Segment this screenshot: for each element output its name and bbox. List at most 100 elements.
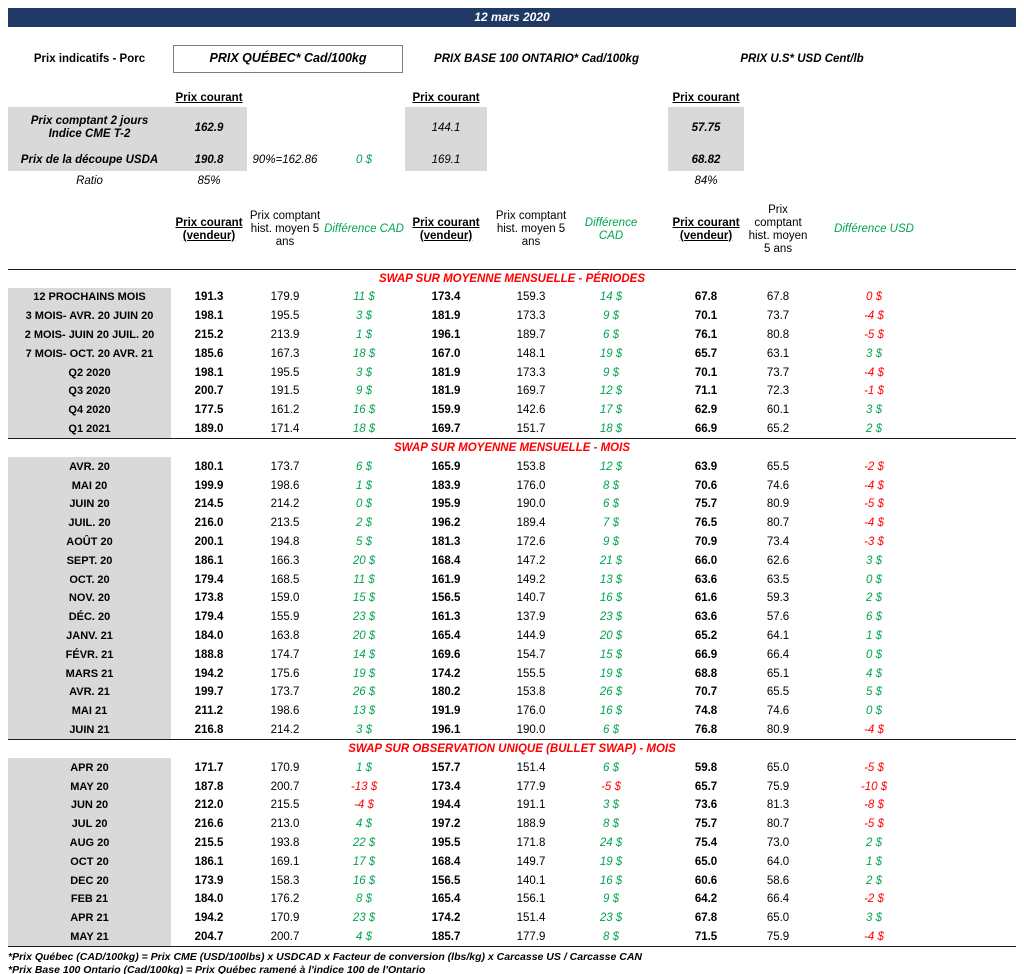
price-current: 159.9 xyxy=(431,404,461,417)
price-current: 211.2 xyxy=(194,705,224,718)
price-difference: 19 $ xyxy=(599,347,623,360)
row-label: FEB 21 xyxy=(8,889,171,909)
spot-cme-label: Prix comptant 2 jours Indice CME T-2 xyxy=(8,107,171,149)
price-current: 184.0 xyxy=(194,629,224,642)
price-current: 70.9 xyxy=(694,535,718,548)
price-current: 199.7 xyxy=(194,686,224,699)
row-label: MAY 21 xyxy=(8,927,171,947)
spot-cme-ontario: 144.1 xyxy=(405,107,488,149)
spacer xyxy=(647,721,668,740)
price-hist: 151.7 xyxy=(516,422,546,435)
price-hist: 57.6 xyxy=(766,611,790,624)
price-current: 177.5 xyxy=(194,404,224,417)
table-row: AOÛT 20 200.1 194.8 5 $ 181.3 172.6 9 $ 70.9 73.… xyxy=(8,532,1016,552)
price-difference: 0 $ xyxy=(866,573,883,586)
price-difference: 6 $ xyxy=(603,498,620,511)
price-current: 75.7 xyxy=(694,498,718,511)
table-row: APR 20 171.7 170.9 1 $ 157.7 151.4 6 $ 59.8 65.0… xyxy=(8,758,1016,778)
price-hist: 59.3 xyxy=(766,592,790,605)
swap-table-body: SWAP SUR MOYENNE MENSUELLE - PÉRIODES 12 … xyxy=(8,268,1017,947)
price-hist: 156.1 xyxy=(516,893,546,906)
price-hist: 159.3 xyxy=(516,291,546,304)
col-header-hist-qc: Prix comptant hist. moyen 5 ans xyxy=(249,210,321,249)
row-label: APR 20 xyxy=(8,758,171,778)
price-hist: 153.8 xyxy=(516,460,546,473)
price-hist: 171.8 xyxy=(516,836,546,849)
price-current: 181.9 xyxy=(431,385,461,398)
price-hist: 137.9 xyxy=(516,611,546,624)
spacer xyxy=(647,363,668,382)
price-difference: 6 $ xyxy=(356,460,372,473)
price-hist: 60.1 xyxy=(766,404,790,417)
filler xyxy=(936,495,1016,514)
table-row: DÉC. 20 179.4 155.9 23 $ 161.3 137.9 23 $ 63.6 5… xyxy=(8,607,1016,627)
filler xyxy=(936,288,1016,307)
price-hist: 80.8 xyxy=(766,328,790,341)
table-row: 7 MOIS- OCT. 20 AVR. 21 185.6 167.3 18 $ 167… xyxy=(8,344,1016,364)
price-current: 191.9 xyxy=(431,705,461,718)
table-row: MAY 21 204.7 200.7 4 $185.7 177.9 8 $ 71.5 75.9… xyxy=(8,927,1017,947)
price-difference: 15 $ xyxy=(599,648,623,661)
spacer xyxy=(647,589,668,608)
row-label: APR 21 xyxy=(8,908,171,928)
section-title: SWAP SUR MOYENNE MENSUELLE - MOIS xyxy=(8,437,1017,458)
col-header-hist-us: Prix comptant hist. moyen 5 ans xyxy=(748,203,808,255)
price-difference: 26 $ xyxy=(599,686,623,699)
price-current: 196.1 xyxy=(431,328,461,341)
filler xyxy=(936,852,1016,871)
row-label: MAY 20 xyxy=(8,777,171,796)
price-difference: 22 $ xyxy=(352,836,376,849)
price-current: 173.9 xyxy=(194,874,224,887)
price-hist: 163.8 xyxy=(270,629,300,642)
table-row: Q4 2020 177.5 161.2 16 $ 159.9 142.6 17 $ 62.9 6… xyxy=(8,400,1016,420)
price-difference: 18 $ xyxy=(599,422,623,435)
row-label: NOV. 20 xyxy=(8,588,171,608)
row-label: MARS 21 xyxy=(8,664,171,683)
price-hist: 65.5 xyxy=(766,460,790,473)
price-difference: 4 $ xyxy=(323,927,406,947)
price-hist: 73.7 xyxy=(766,310,790,323)
price-current: 71.1 xyxy=(694,385,718,398)
spacer xyxy=(647,570,668,589)
row-label: JUL 20 xyxy=(8,814,171,834)
price-difference: 3 $ xyxy=(866,912,883,925)
price-hist: 65.5 xyxy=(766,686,790,699)
spacer xyxy=(647,777,668,796)
price-current: 66.9 xyxy=(694,648,718,661)
price-difference: 0 $ xyxy=(866,705,883,718)
price-hist: 155.5 xyxy=(516,667,546,680)
price-difference: 3 $ xyxy=(356,723,372,736)
price-table: Prix indicatifs - Porc PRIX QUÉBEC* Cad/… xyxy=(8,37,1017,947)
price-hist: 74.6 xyxy=(766,705,790,718)
price-difference: 3 $ xyxy=(866,347,883,360)
price-current: 165.4 xyxy=(431,893,461,906)
price-difference: 6 $ xyxy=(866,611,883,624)
price-hist: 63.5 xyxy=(766,573,790,586)
price-difference: 12 $ xyxy=(599,385,623,398)
price-hist: 176.0 xyxy=(516,479,546,492)
us-current-label: Prix courant xyxy=(672,92,740,104)
price-hist: 81.3 xyxy=(766,799,790,812)
price-difference: -8 $ xyxy=(864,799,884,812)
footnote-quebec-formula: *Prix Québec (CAD/100kg) = Prix CME (USD… xyxy=(8,950,643,963)
price-current: 204.7 xyxy=(171,927,247,947)
price-difference: -5 $ xyxy=(601,780,621,793)
table-row: JANV. 21 184.0 163.8 20 $ 165.4 144.9 20 $ 65.2… xyxy=(8,626,1016,646)
price-current: 63.6 xyxy=(694,611,718,624)
price-current: 189.0 xyxy=(194,422,224,435)
spot-cme-quebec: 162.9 xyxy=(171,107,247,149)
price-difference: -5 $ xyxy=(864,761,884,774)
price-hist: 200.7 xyxy=(247,927,323,947)
spot-usda-ontario: 169.1 xyxy=(405,149,488,171)
price-current: 70.7 xyxy=(694,686,718,699)
row-label: MAI 20 xyxy=(8,476,171,495)
filler xyxy=(936,645,1016,664)
spot-usda-us: 68.82 xyxy=(668,149,745,171)
price-difference: -4 $ xyxy=(864,310,884,323)
price-hist: 213.5 xyxy=(270,517,300,530)
ratio-us: 84% xyxy=(694,175,718,187)
footnotes: *Prix Québec (CAD/100kg) = Prix CME (USD… xyxy=(8,951,1024,974)
section-title: SWAP SUR OBSERVATION UNIQUE (BULLET SWAP… xyxy=(8,738,1017,759)
price-difference: -5 $ xyxy=(864,328,884,341)
filler xyxy=(936,589,1016,608)
